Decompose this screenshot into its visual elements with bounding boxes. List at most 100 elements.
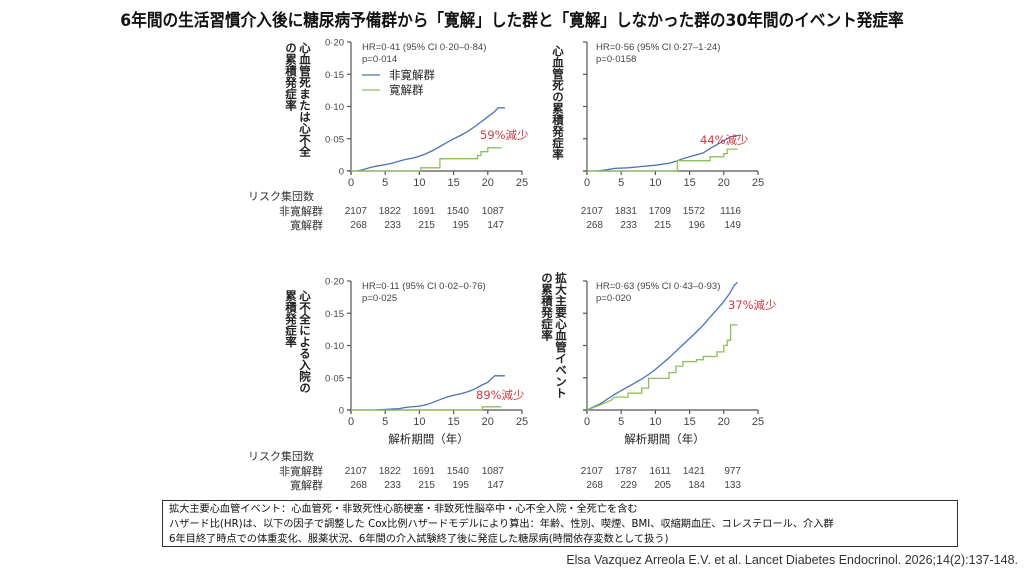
chart-3-risk-remission: 268 <box>350 480 367 491</box>
chart-3-risk-non-remission: 1540 <box>447 466 470 477</box>
chart-2-risk-remission: 268 <box>586 220 603 231</box>
chart-4-risk-non-remission: 2107 <box>581 466 604 477</box>
chart-3-reduction-label: 89%減少 <box>476 388 525 402</box>
chart-4-xtick-label: 5 <box>618 416 624 428</box>
chart-4-line-remission <box>586 324 738 411</box>
risk-label-non-remission-bottom: 非寛解群 <box>279 465 323 478</box>
chart-2-line-remission <box>587 148 738 172</box>
chart-4-xtick-label: 25 <box>752 416 764 428</box>
chart-1-risk-remission: 233 <box>384 220 401 231</box>
chart-3-hr-text: HR=0·11 (95% CI 0·02–0·76) <box>362 281 486 292</box>
chart-1-ytick-label: 0 <box>339 167 344 178</box>
chart-2-xtick-label: 0 <box>584 177 590 189</box>
chart-1-p-value: p=0·014 <box>362 54 397 65</box>
chart-3-p-value: p=0·025 <box>362 293 397 304</box>
footnote-line-1: 拡大主要心血管イベント：心血管死・非致死性心筋梗塞・非致死性脳卒中・心不全入院・… <box>169 504 638 515</box>
chart-2-xtick-label: 10 <box>649 177 661 189</box>
chart-3-ytick-label: 0·15 <box>325 309 344 320</box>
chart-2-xtick-label: 20 <box>718 177 730 189</box>
chart-3-ylabel-line-1: 心不全による入院の <box>298 290 312 394</box>
chart-3-ytick-label: 0·10 <box>325 341 344 352</box>
chart-4-xtick-label: 15 <box>683 416 695 428</box>
chart-4-risk-remission: 205 <box>654 480 671 491</box>
chart-1-ytick-label: 0·10 <box>325 102 344 113</box>
legend-label-remission: 寛解群 <box>389 83 424 97</box>
chart-4-ylabel: 拡大主要心血管イベント の累積発症率 <box>540 272 568 422</box>
chart-1-hr-text: HR=0·41 (95% CI 0·20–0·84) <box>362 42 486 53</box>
chart-2-risk-non-remission: 1831 <box>615 206 638 217</box>
chart-3-risk-non-remission: 2107 <box>345 466 368 477</box>
chart-4-ylabel-line-2: の累積発症率 <box>540 272 554 341</box>
chart-1-line-remission <box>351 147 502 172</box>
chart-4-risk-remission: 184 <box>688 480 705 491</box>
chart-3-xtick-label: 5 <box>382 416 388 428</box>
chart-2-risk-remission: 196 <box>688 220 705 231</box>
legend-label-non-remission: 非寛解群 <box>389 68 435 82</box>
chart-4-hr-text: HR=0·63 (95% CI 0·43–0·93) <box>596 281 720 292</box>
chart-4-risk-non-remission: 1421 <box>683 466 706 477</box>
chart-2-risk-non-remission: 1709 <box>649 206 672 217</box>
chart-2-line-non-remission <box>597 134 741 172</box>
chart-2-risk-remission: 149 <box>724 220 741 231</box>
chart-2-ylabel-line-1: 心血管死の累積発症率 <box>551 45 565 160</box>
chart-4-xtick-label: 20 <box>718 416 730 428</box>
chart-3-ytick-label: 0 <box>339 406 344 417</box>
chart-3-risk-non-remission: 1087 <box>482 466 505 477</box>
chart-1-xtick-label: 10 <box>413 177 425 189</box>
chart-4-risk-remission: 268 <box>586 480 603 491</box>
chart-4-line-non-remission <box>586 281 738 411</box>
chart-1-risk-remission: 147 <box>487 220 504 231</box>
footnote-box: 拡大主要心血管イベント：心血管死・非致死性心筋梗塞・非致死性脳卒中・心不全入院・… <box>162 500 958 547</box>
chart-1-risk-non-remission: 1691 <box>413 206 436 217</box>
chart-4-risk-non-remission: 977 <box>724 466 741 477</box>
chart-1-xtick-label: 15 <box>447 177 459 189</box>
chart-4-risk-non-remission: 1611 <box>649 466 671 477</box>
chart-3-risk-non-remission: 1822 <box>379 466 402 477</box>
chart-4-reduction-label: 37%減少 <box>728 298 777 312</box>
chart-3-xlabel: 解析期間（年） <box>388 432 469 446</box>
chart-3-xtick-label: 10 <box>413 416 425 428</box>
chart-3-xtick-label: 20 <box>482 416 494 428</box>
chart-3-ytick-label: 0·20 <box>325 277 344 288</box>
chart-2-risk-remission: 215 <box>654 220 671 231</box>
chart-1-risk-remission: 215 <box>418 220 435 231</box>
chart-4-xlabel: 解析期間（年） <box>624 432 705 446</box>
chart-1-xtick-label: 20 <box>482 177 494 189</box>
chart-1-ylabel: 心血管死または心不全 の累積発症率 <box>284 42 312 182</box>
chart-1-ytick-label: 0·15 <box>325 70 344 81</box>
chart-4-ylabel-line-1: 拡大主要心血管イベント <box>554 272 568 399</box>
chart-2-xtick-label: 15 <box>683 177 695 189</box>
chart-2-risk-non-remission: 2107 <box>581 206 604 217</box>
chart-4-xtick-label: 10 <box>649 416 661 428</box>
chart-2-xtick-label: 5 <box>618 177 624 189</box>
footnote-line-2: ハザード比(HR)は、以下の因子で調整した Cox比例ハザードモデルにより算出：… <box>169 519 834 530</box>
chart-1-risk-non-remission: 1087 <box>482 206 505 217</box>
chart-3-risk-remission: 215 <box>418 480 435 491</box>
chart-3-line-non-remission <box>374 375 505 411</box>
chart-2-risk-non-remission: 1572 <box>683 206 706 217</box>
chart-1-line-non-remission <box>357 107 505 172</box>
risk-header-bottom: リスク集団数 <box>248 450 314 463</box>
chart-2-p-value: p=0·0158 <box>596 54 636 65</box>
chart-2-risk-non-remission: 1116 <box>720 206 741 217</box>
chart-2-reduction-label: 44%減少 <box>700 133 749 147</box>
chart-4-risk-remission: 229 <box>620 480 637 491</box>
chart-3-ytick-label: 0·05 <box>325 373 344 384</box>
citation: Elsa Vazquez Arreola E.V. et al. Lancet … <box>566 553 1018 567</box>
chart-1-risk-remission: 268 <box>350 220 367 231</box>
chart-1-ylabel-line-1: 心血管死または心不全 <box>298 42 312 157</box>
chart-1-ytick-label: 0·20 <box>325 38 344 49</box>
chart-1-xtick-label: 25 <box>516 177 528 189</box>
chart-3-xtick-label: 25 <box>516 416 528 428</box>
chart-3-xtick-label: 0 <box>348 416 354 428</box>
chart-1-risk-non-remission: 2107 <box>345 206 368 217</box>
chart-1-xtick-label: 0 <box>348 177 354 189</box>
chart-1-xtick-label: 5 <box>382 177 388 189</box>
risk-header-top: リスク集団数 <box>248 190 314 203</box>
footnote-line-3: 6年目終了時点での体重変化、服薬状況、6年間の介入試験終了後に発症した糖尿病(時… <box>169 534 669 545</box>
chart-1-ytick-label: 0·05 <box>325 134 344 145</box>
chart-4-xtick-label: 0 <box>584 416 590 428</box>
chart-3-ylabel: 心不全による入院の 累積発症率 <box>284 290 312 430</box>
risk-label-remission-bottom: 寛解群 <box>290 479 323 492</box>
